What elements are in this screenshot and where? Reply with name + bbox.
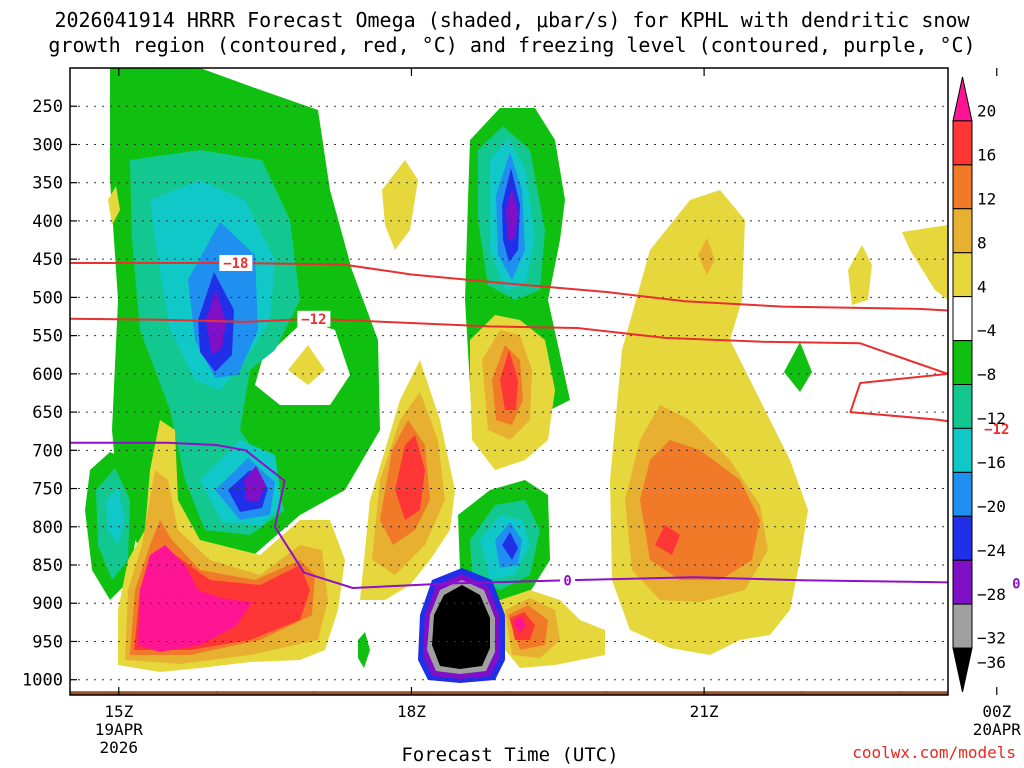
- colorbar-label: −16: [977, 453, 1006, 472]
- pressure-tick-label: 250: [32, 97, 63, 117]
- dendritic_minus18-label: −18: [223, 256, 248, 272]
- chart-title-line-1: 2026041914 HRRR Forecast Omega (shaded, …: [54, 8, 970, 32]
- colorbar-swatch: [952, 120, 973, 166]
- omega-region-pos16: [500, 350, 518, 410]
- omega-region-pos4: [848, 245, 872, 305]
- contour-label-bg: [297, 310, 331, 327]
- pressure-axis: 250 300 350 400 450 500 550 600 650 700 750 800 850 9…: [22, 97, 77, 691]
- colorbar-label: 4: [977, 277, 987, 296]
- chart-title-line-2: growth region (contoured, red, °C) and f…: [48, 33, 976, 57]
- colorbar-label: −20: [977, 497, 1006, 516]
- dendritic_minus12-contour: [70, 317, 948, 423]
- colorbar-swatch: [952, 647, 973, 693]
- omega-region-pos20: [513, 616, 526, 633]
- time-tick-label: 15Z: [104, 702, 133, 721]
- credit-link[interactable]: coolwx.com/models: [852, 743, 1016, 762]
- colorbar-label: −4: [977, 321, 996, 340]
- time-tick-label: 18Z: [397, 702, 426, 721]
- pressure-tick-label: 800: [32, 518, 63, 538]
- omega-region-pos8: [698, 238, 715, 275]
- colorbar-label: 20: [977, 102, 996, 121]
- colorbar-swatch: [952, 471, 973, 517]
- dendritic_minus18-contour: [70, 262, 948, 312]
- pressure-tick-label: 750: [32, 480, 63, 500]
- freezing_level_0C-label: 0: [563, 573, 571, 589]
- pressure-tick-label: 700: [32, 441, 63, 461]
- pressure-tick-label: 350: [32, 174, 63, 194]
- omega-region-pos16: [655, 525, 680, 555]
- colorbar-label: −24: [977, 541, 1006, 560]
- pressure-tick-label: 300: [32, 135, 63, 155]
- plot-frame: [69, 67, 949, 696]
- omega-region-neg28: [506, 188, 518, 240]
- time-tick-label: 21Z: [690, 702, 719, 721]
- contour-label-bg: [980, 420, 1014, 437]
- colorbar-swatch: [952, 515, 973, 561]
- pressure-tick-label: 550: [32, 327, 63, 347]
- contour-label-bg: [1008, 575, 1024, 592]
- pressure-tick-label: 600: [32, 365, 63, 385]
- colorbar-swatch: [952, 603, 973, 649]
- colorbar-label: −36: [977, 653, 1006, 672]
- omega-region-neg16: [106, 488, 125, 545]
- colorbar-swatch: [952, 252, 973, 298]
- colorbar-label: −28: [977, 585, 1006, 604]
- omega-region-neg8: [784, 342, 812, 392]
- colorbar-label: −32: [977, 629, 1006, 648]
- pressure-tick-label: 400: [32, 212, 63, 232]
- omega-shading: [85, 68, 948, 683]
- colorbar-swatch: [952, 427, 973, 473]
- freezing_level_0C-label: 0: [1012, 576, 1020, 592]
- colorbar-label: 12: [977, 189, 996, 208]
- colorbar-swatch: [952, 559, 973, 605]
- pressure-tick-label: 950: [32, 632, 63, 652]
- contour-label-bg: [560, 572, 576, 589]
- omega-region-neg24: [502, 532, 518, 560]
- omega-colorbar: 20 16 12 8 4 −4 −8 −12 −16 −20 −24 −28 −32 −36: [952, 76, 1006, 693]
- omega-region-pos4: [902, 225, 948, 300]
- colorbar-label: 8: [977, 233, 987, 252]
- omega-region-pos20: [138, 545, 252, 652]
- colorbar-label: −8: [977, 365, 996, 384]
- colorbar-swatch: [952, 340, 973, 385]
- omega-region-pos4: [108, 186, 120, 225]
- ground-surface: [70, 691, 948, 695]
- pressure-tick-label: 650: [32, 403, 63, 423]
- colorbar-swatch: [952, 164, 973, 210]
- pressure-tick-label: 850: [32, 556, 63, 576]
- pressure-tick-label: 900: [32, 594, 63, 614]
- year-label: 2026: [100, 738, 139, 757]
- colorbar-swatch: [952, 76, 973, 122]
- dendritic_minus12-label: −12: [984, 422, 1009, 438]
- time-tick-label: 00Z: [982, 702, 1011, 721]
- dendritic_minus12-label: −12: [301, 312, 326, 328]
- omega-region-neg28: [206, 290, 226, 355]
- colorbar-label: 16: [977, 145, 996, 164]
- omega-region-pos4: [288, 345, 325, 385]
- omega-region-neg36: [432, 585, 490, 669]
- pressure-tick-label: 450: [32, 250, 63, 270]
- date-label: 19APR: [95, 720, 144, 739]
- date-label: 20APR: [973, 720, 1022, 739]
- colorbar-swatch: [952, 384, 973, 429]
- contour-label-bg: [219, 254, 253, 271]
- pressure-tick-label: 500: [32, 288, 63, 308]
- colorbar-swatch: [952, 296, 973, 342]
- time-axis: 15Z19APR202618Z21Z00Z20APR03Z06Z: [95, 68, 1022, 757]
- omega-region-neg28: [244, 466, 266, 502]
- omega-region-pos16: [395, 435, 425, 520]
- colorbar-label: −12: [977, 409, 1006, 428]
- colorbar-swatch: [952, 208, 973, 254]
- pressure-tick-label: 1000: [22, 671, 63, 691]
- contour-labels: −18−12−120 0: [219, 254, 1024, 592]
- x-axis-label: Forecast Time (UTC): [401, 744, 619, 766]
